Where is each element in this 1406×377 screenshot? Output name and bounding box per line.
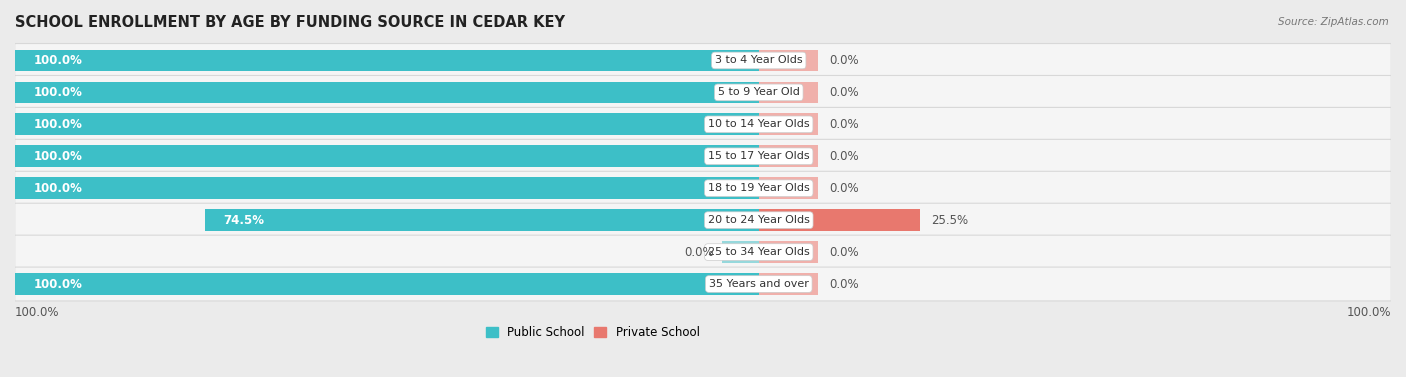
Bar <box>759 177 818 199</box>
Bar <box>15 81 759 103</box>
Text: 15 to 17 Year Olds: 15 to 17 Year Olds <box>709 151 810 161</box>
Text: 25 to 34 Year Olds: 25 to 34 Year Olds <box>707 247 810 257</box>
FancyBboxPatch shape <box>14 107 1392 141</box>
Text: 100.0%: 100.0% <box>34 54 83 67</box>
Bar <box>15 273 759 295</box>
Text: 0.0%: 0.0% <box>685 245 714 259</box>
Text: 100.0%: 100.0% <box>15 307 59 319</box>
FancyBboxPatch shape <box>14 43 1392 77</box>
Text: 5 to 9 Year Old: 5 to 9 Year Old <box>718 87 800 97</box>
Text: 100.0%: 100.0% <box>34 118 83 131</box>
FancyBboxPatch shape <box>14 267 1392 301</box>
Text: Source: ZipAtlas.com: Source: ZipAtlas.com <box>1278 17 1389 27</box>
Text: 0.0%: 0.0% <box>830 150 859 163</box>
FancyBboxPatch shape <box>14 235 1392 269</box>
FancyBboxPatch shape <box>14 171 1392 205</box>
Bar <box>205 209 759 231</box>
Bar <box>759 146 818 167</box>
Text: 100.0%: 100.0% <box>34 150 83 163</box>
Bar <box>15 177 759 199</box>
Text: 25.5%: 25.5% <box>931 214 969 227</box>
Text: SCHOOL ENROLLMENT BY AGE BY FUNDING SOURCE IN CEDAR KEY: SCHOOL ENROLLMENT BY AGE BY FUNDING SOUR… <box>15 15 565 30</box>
Text: 20 to 24 Year Olds: 20 to 24 Year Olds <box>707 215 810 225</box>
Bar <box>721 241 759 263</box>
Text: 74.5%: 74.5% <box>224 214 264 227</box>
FancyBboxPatch shape <box>14 139 1392 173</box>
Text: 0.0%: 0.0% <box>830 182 859 195</box>
FancyBboxPatch shape <box>14 203 1392 237</box>
Text: 18 to 19 Year Olds: 18 to 19 Year Olds <box>707 183 810 193</box>
Text: 0.0%: 0.0% <box>830 54 859 67</box>
Bar <box>759 113 818 135</box>
Text: 0.0%: 0.0% <box>830 245 859 259</box>
Bar <box>15 146 759 167</box>
Text: 0.0%: 0.0% <box>830 277 859 291</box>
Bar <box>15 113 759 135</box>
Text: 35 Years and over: 35 Years and over <box>709 279 808 289</box>
Text: 0.0%: 0.0% <box>830 86 859 99</box>
Text: 100.0%: 100.0% <box>34 277 83 291</box>
Bar <box>759 273 818 295</box>
Text: 100.0%: 100.0% <box>34 182 83 195</box>
FancyBboxPatch shape <box>14 75 1392 109</box>
Text: 100.0%: 100.0% <box>34 86 83 99</box>
Legend: Public School, Private School: Public School, Private School <box>481 321 704 343</box>
Text: 100.0%: 100.0% <box>1347 307 1391 319</box>
Bar <box>15 50 759 71</box>
Text: 0.0%: 0.0% <box>830 118 859 131</box>
Text: 10 to 14 Year Olds: 10 to 14 Year Olds <box>709 120 810 129</box>
Bar <box>759 209 920 231</box>
Bar <box>759 50 818 71</box>
Bar <box>759 81 818 103</box>
Bar <box>759 241 818 263</box>
Text: 3 to 4 Year Olds: 3 to 4 Year Olds <box>716 55 803 66</box>
